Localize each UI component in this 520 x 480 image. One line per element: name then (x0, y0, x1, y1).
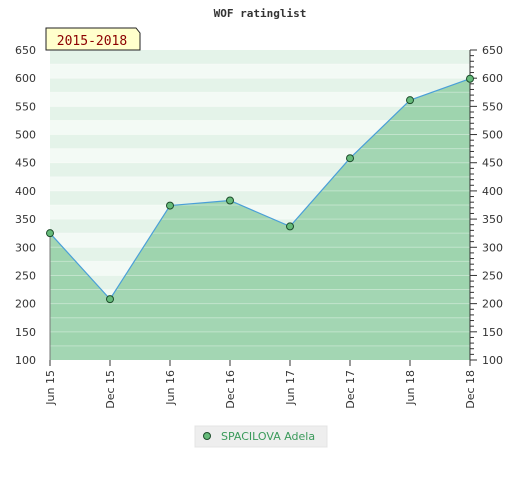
x-tick-label: Jun 15 (44, 370, 57, 406)
data-point (466, 74, 474, 83)
y-tick-label-right: 250 (482, 269, 503, 282)
series-markers (46, 74, 474, 304)
y-tick-label-right: 300 (482, 241, 503, 254)
chart-title: WOF ratinglist (214, 7, 307, 20)
legend-marker (203, 432, 211, 440)
y-tick-label: 500 (15, 129, 36, 142)
plot-band (50, 64, 470, 79)
y-tick-label-right: 350 (482, 213, 503, 226)
legend-label: SPACILOVA Adela (221, 430, 315, 443)
data-point (406, 96, 414, 105)
x-tick-label: Jun 17 (284, 370, 297, 406)
data-point (346, 154, 354, 163)
y-tick-label: 400 (15, 185, 36, 198)
y-tick-label-right: 500 (482, 129, 503, 142)
grid-lines (50, 63, 470, 347)
plot-band (50, 50, 470, 65)
y-tick-label-right: 600 (482, 72, 503, 85)
plot-band (50, 120, 470, 135)
y-tick-label-right: 400 (482, 185, 503, 198)
y-tick-label: 150 (15, 326, 36, 339)
y-tick-label-right: 100 (482, 354, 503, 367)
period-badge-label: 2015-2018 (57, 34, 127, 49)
y-tick-label: 450 (15, 157, 36, 170)
y-tick-label: 300 (15, 241, 36, 254)
y-tick-label-right: 450 (482, 157, 503, 170)
legend: SPACILOVA Adela (194, 425, 328, 448)
x-tick-label: Dec 18 (464, 370, 477, 409)
x-ticks: Jun 15 Dec 15 Jun 16 Dec 16 Jun 17 Dec 17 Jun … (44, 360, 477, 409)
y-ticks-left: 100 150 200 250 300 350 400 450 500 550 600 650 (15, 44, 36, 367)
data-point (226, 196, 234, 205)
legend-box (194, 425, 328, 448)
data-point (166, 201, 174, 210)
plot-band (50, 78, 470, 93)
x-tick-label: Jun 16 (164, 370, 177, 406)
data-point (46, 229, 54, 238)
y-ticks-right: 100 150 200 250 300 350 400 450 500 550 600 650 (470, 44, 503, 367)
period-badge: 2015-2018 (45, 27, 141, 51)
series-line (49, 78, 471, 301)
data-point (286, 222, 294, 231)
data-point (106, 295, 114, 304)
x-tick-label: Dec 16 (224, 370, 237, 409)
y-tick-label-right: 200 (482, 298, 503, 311)
y-tick-label: 100 (15, 354, 36, 367)
y-tick-label: 550 (15, 100, 36, 113)
period-badge-box (45, 27, 141, 51)
x-tick-label: Dec 17 (344, 370, 357, 409)
y-tick-label-right: 650 (482, 44, 503, 57)
x-tick-label: Jun 18 (404, 370, 417, 406)
series-area (50, 78, 470, 360)
plot-band (50, 106, 470, 121)
x-tick-label: Dec 15 (104, 370, 117, 409)
y-tick-label: 650 (15, 44, 36, 57)
y-tick-label-right: 150 (482, 326, 503, 339)
y-tick-label-right: 550 (482, 100, 503, 113)
plot-band (50, 92, 470, 107)
y-tick-label: 350 (15, 213, 36, 226)
y-tick-label: 600 (15, 72, 36, 85)
y-tick-label: 200 (15, 298, 36, 311)
y-tick-label: 250 (15, 269, 36, 282)
